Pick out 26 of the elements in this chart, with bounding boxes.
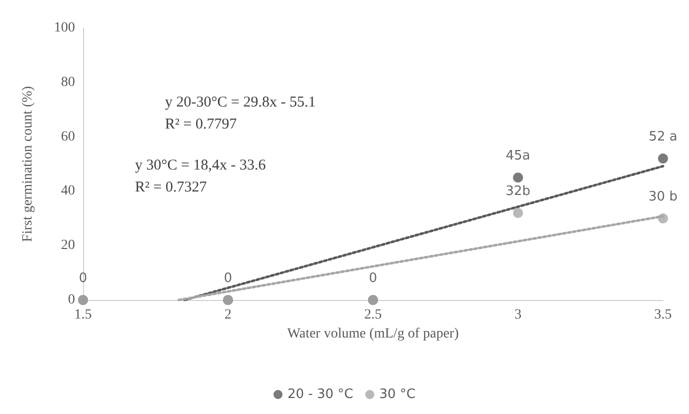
x-tick-label: 2.5 (364, 308, 382, 322)
annotation: R² = 0.7327 (134, 180, 208, 196)
legend-label: 20 - 30 °C (288, 387, 354, 402)
y-tick-label: 20 (61, 238, 75, 254)
annotation: y 20-30°C = 29.8x - 55.1 (165, 94, 316, 110)
y-tick-label: 80 (61, 74, 75, 90)
data-label: 52 a (648, 130, 678, 145)
x-tick-label: 2 (224, 308, 232, 322)
y-tick-label: 0 (68, 292, 75, 308)
y-tick-label: 40 (61, 184, 75, 199)
x-tick-label: 3 (514, 308, 522, 322)
data-label: 32b (506, 184, 530, 199)
annotation: y 30°C = 18,4x - 33.6 (134, 158, 266, 174)
x-tick-label: 1.5 (74, 308, 92, 322)
legend-label: 30 °C (379, 387, 416, 402)
y-tick-label: 100 (54, 20, 75, 36)
data-label: 0 (224, 271, 232, 286)
x-axis-title: Water volume (mL/g of paper) (287, 326, 460, 342)
data-label: 45a (506, 148, 530, 164)
data-label: 30 b (648, 189, 678, 204)
data-label: 0 (368, 271, 378, 286)
y-axis-title: First germination count (%) (20, 86, 36, 242)
annotation: R² = 0.7797 (164, 116, 238, 132)
x-tick-label: 3.5 (654, 308, 672, 322)
y-tick-label: 60 (61, 129, 75, 144)
data-label: 0 (78, 271, 88, 286)
